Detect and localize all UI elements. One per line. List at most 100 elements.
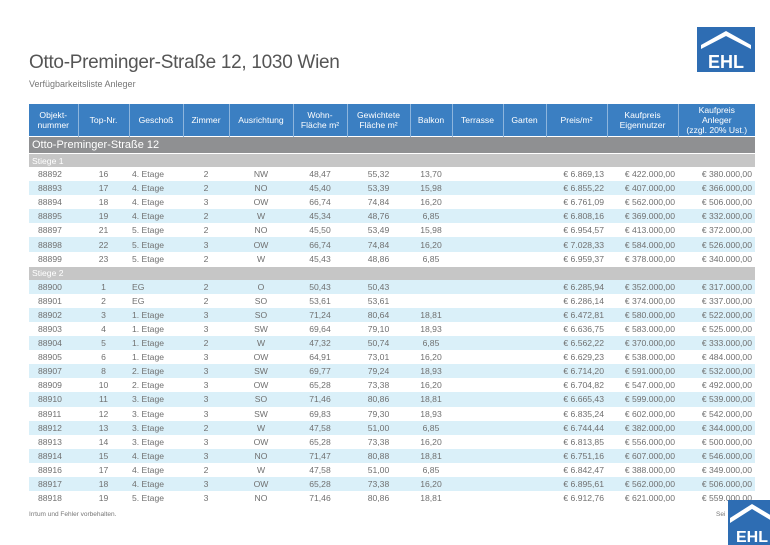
table-cell: 6,85 — [410, 336, 452, 351]
table-cell: € 344.000,00 — [678, 420, 755, 435]
column-header: Wohn- Fläche m² — [293, 104, 348, 137]
table-cell — [503, 251, 546, 267]
table-row[interactable]: 88916 17 4. Etage 2 W 47,58 51,00 6,85 € 6.842,4… — [29, 462, 755, 477]
group-label: Stiege 2 — [29, 265, 755, 280]
table-cell: W — [229, 420, 293, 435]
table-cell: 2 — [183, 181, 229, 196]
column-header: Objekt- nummer — [29, 104, 79, 137]
table-row[interactable]: 88910 11 3. Etage 3 SO 71,46 80,86 18,81 € 6.665… — [29, 392, 755, 407]
table-cell: 66,74 — [293, 195, 347, 210]
table-cell: 4 — [78, 321, 129, 337]
table-row[interactable]: 88918 19 5. Etage 3 NO 71,46 80,86 18,81 € 6.912… — [29, 491, 755, 506]
column-header: Preis/m² — [546, 104, 608, 137]
table-cell: 18 — [78, 476, 129, 492]
table-cell — [503, 167, 546, 182]
table-cell: 88905 — [29, 350, 78, 365]
table-cell: 5. Etage — [129, 491, 183, 506]
column-header: Geschoß — [129, 104, 184, 137]
table-cell: 69,83 — [293, 406, 347, 421]
table-cell: 2 — [183, 167, 229, 182]
table-cell — [503, 293, 546, 308]
table-cell: 66,74 — [293, 237, 347, 252]
table-cell: 1. Etage — [129, 350, 183, 365]
table-row[interactable]: 88904 5 1. Etage 2 W 47,32 50,74 6,85 € 6.562,22… — [29, 336, 755, 351]
table-cell — [452, 321, 503, 337]
table-row[interactable]: 88899 23 5. Etage 2 W 45,43 48,86 6,85 € 6.959,3… — [29, 251, 755, 267]
table-cell: € 6.835,24 — [546, 406, 607, 421]
table-cell — [452, 364, 503, 379]
table-row[interactable]: 88914 15 4. Etage 3 NO 71,47 80,88 18,81 € 6.751… — [29, 448, 755, 463]
table-cell: € 621.000,00 — [607, 491, 678, 506]
table-cell: 18,93 — [410, 321, 452, 337]
table-cell — [503, 392, 546, 407]
table-cell: € 6.813,85 — [546, 434, 607, 449]
table-cell: SW — [229, 321, 293, 337]
table-cell: € 580.000,00 — [607, 307, 678, 322]
table-cell: 3 — [183, 364, 229, 379]
disclaimer: Irrtum und Fehler vorbehalten. — [29, 511, 117, 518]
table-cell — [452, 350, 503, 365]
table-row[interactable]: 88900 1 EG 2 O 50,43 50,43 € 6.285,94 € 352.000,… — [29, 279, 755, 294]
table-cell: 88902 — [29, 307, 78, 322]
table-row[interactable]: 88911 12 3. Etage 3 SW 69,83 79,30 18,93 € 6.835… — [29, 406, 755, 421]
table-row[interactable]: 88903 4 1. Etage 3 SW 69,64 79,10 18,93 € 6.636,… — [29, 321, 755, 337]
table-row[interactable]: 88917 18 4. Etage 3 OW 65,28 73,38 16,20 € 6.895… — [29, 476, 755, 492]
table-row[interactable]: 88913 14 3. Etage 3 OW 65,28 73,38 16,20 € 6.813… — [29, 434, 755, 449]
table-cell: 48,86 — [347, 251, 410, 267]
table-row[interactable]: 88905 6 1. Etage 3 OW 64,91 73,01 16,20 € 6.629,… — [29, 350, 755, 365]
table-row[interactable]: 88893 17 4. Etage 2 NO 45,40 53,39 15,98 € 6.855… — [29, 181, 755, 196]
table-cell: SW — [229, 364, 293, 379]
table-cell: 16 — [78, 167, 129, 182]
table-cell: 88913 — [29, 434, 78, 449]
table-cell: 71,46 — [293, 392, 347, 407]
section-title: Otto-Preminger-Straße 12 — [29, 136, 755, 154]
table-row[interactable]: 88895 19 4. Etage 2 W 45,34 48,76 6,85 € 6.808,1… — [29, 209, 755, 224]
table-cell: 45,34 — [293, 209, 347, 224]
table-cell — [503, 476, 546, 492]
table-cell: W — [229, 462, 293, 477]
table-row[interactable]: 88894 18 4. Etage 3 OW 66,74 74,84 16,20 € 6.761… — [29, 195, 755, 210]
table-cell — [452, 195, 503, 210]
table-row[interactable]: 88898 22 5. Etage 3 OW 66,74 74,84 16,20 € 7.028… — [29, 237, 755, 252]
table-cell: 2. Etage — [129, 378, 183, 393]
table-cell: 2 — [183, 420, 229, 435]
table-cell: € 556.000,00 — [607, 434, 678, 449]
table-cell: € 6.808,16 — [546, 209, 607, 224]
table-cell: € 6.869,13 — [546, 167, 607, 182]
table-cell: 79,24 — [347, 364, 410, 379]
table-cell: € 6.665,43 — [546, 392, 607, 407]
table-row[interactable]: 88909 10 2. Etage 3 OW 65,28 73,38 16,20 € 6.704… — [29, 378, 755, 393]
table-cell: 50,43 — [347, 279, 410, 294]
table-cell: 80,64 — [347, 307, 410, 322]
table-cell: 88901 — [29, 293, 78, 308]
table-cell: € 6.629,23 — [546, 350, 607, 365]
table-cell: € 591.000,00 — [607, 364, 678, 379]
table-cell: € 522.000,00 — [678, 307, 755, 322]
table-cell: 3 — [183, 448, 229, 463]
table-row[interactable]: 88912 13 3. Etage 2 W 47,58 51,00 6,85 € 6.744,4… — [29, 420, 755, 435]
group-label: Stiege 1 — [29, 153, 755, 167]
table-cell: 14 — [78, 434, 129, 449]
table-cell: € 374.000,00 — [607, 293, 678, 308]
table-row[interactable]: 88892 16 4. Etage 2 NW 48,47 55,32 13,70 € 6.869… — [29, 167, 755, 182]
table-cell: 2 — [183, 251, 229, 267]
table-cell: € 6.855,22 — [546, 181, 607, 196]
table-cell — [452, 434, 503, 449]
svg-text:EHL: EHL — [708, 52, 744, 72]
table-cell — [452, 181, 503, 196]
table-cell: O — [229, 279, 293, 294]
table-row[interactable]: 88897 21 5. Etage 2 NO 45,50 53,49 15,98 € 6.954… — [29, 223, 755, 238]
table-row[interactable]: 88907 8 2. Etage 3 SW 69,77 79,24 18,93 € 6.714,… — [29, 364, 755, 379]
table-row[interactable]: 88901 2 EG 2 SO 53,61 53,61 € 6.286,14 € 374.000… — [29, 293, 755, 308]
table-cell: 73,38 — [347, 434, 410, 449]
table-cell: 17 — [78, 462, 129, 477]
table-cell — [503, 364, 546, 379]
table-cell: 18,81 — [410, 491, 452, 506]
table-cell: € 492.000,00 — [678, 378, 755, 393]
table-cell: 88912 — [29, 420, 78, 435]
svg-text:EHL: EHL — [736, 529, 768, 545]
table-cell — [503, 307, 546, 322]
table-cell: € 372.000,00 — [678, 223, 755, 238]
table-cell: 13 — [78, 420, 129, 435]
table-row[interactable]: 88902 3 1. Etage 3 SO 71,24 80,64 18,81 € 6.472,… — [29, 307, 755, 322]
